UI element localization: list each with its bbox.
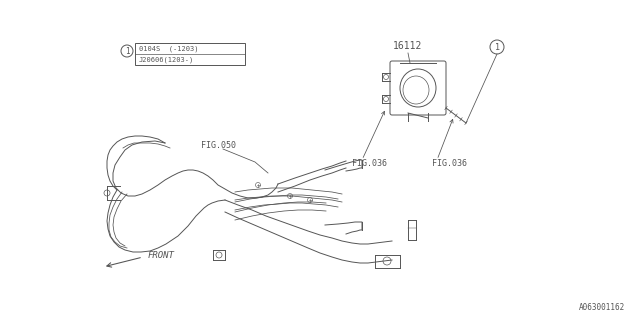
Text: 1: 1 xyxy=(125,46,129,55)
Text: FIG.036: FIG.036 xyxy=(432,158,467,167)
Text: J20606(1203-): J20606(1203-) xyxy=(139,56,195,63)
Text: FRONT: FRONT xyxy=(148,251,175,260)
Text: 0104S  (-1203): 0104S (-1203) xyxy=(139,45,198,52)
Text: A063001162: A063001162 xyxy=(579,303,625,312)
Text: FIG.036: FIG.036 xyxy=(352,158,387,167)
Text: 1: 1 xyxy=(495,43,499,52)
Bar xyxy=(135,43,245,65)
Text: FIG.050: FIG.050 xyxy=(200,140,236,149)
Text: 16112: 16112 xyxy=(394,41,422,51)
